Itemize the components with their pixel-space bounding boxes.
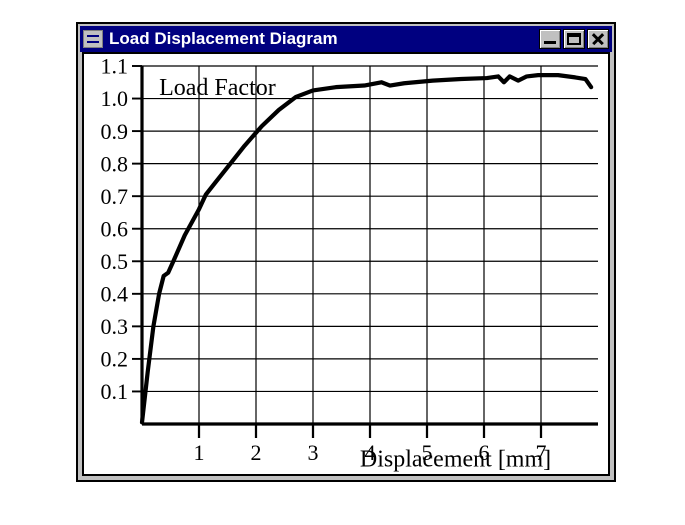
y-tick-label: 0.7	[101, 184, 129, 209]
y-tick-label: 0.6	[101, 216, 129, 241]
x-tick-label: 3	[308, 440, 319, 465]
y-tick-label: 1.0	[101, 86, 129, 111]
x-tick-label: 2	[251, 440, 262, 465]
y-tick-label: 0.4	[101, 282, 129, 307]
y-axis-title: Load Factor	[159, 75, 276, 101]
y-tick-label: 0.5	[101, 249, 129, 274]
x-axis-title: Displacement [mm]	[360, 446, 551, 472]
maximize-icon	[567, 33, 581, 45]
maximize-button[interactable]	[563, 29, 585, 49]
y-tick-label: 0.9	[101, 119, 129, 144]
y-tick-label: 0.1	[101, 379, 129, 404]
window-buttons	[539, 29, 609, 49]
y-tick-label: 0.2	[101, 347, 129, 372]
plot-area: 12345670.10.20.30.40.50.60.70.80.91.01.1…	[82, 52, 610, 476]
window-title: Load Displacement Diagram	[109, 29, 539, 49]
series-load-displacement	[142, 75, 591, 422]
app-icon	[83, 30, 103, 48]
y-tick-label: 1.1	[101, 54, 129, 79]
x-tick-label: 1	[194, 440, 205, 465]
chart-svg: 12345670.10.20.30.40.50.60.70.80.91.01.1…	[84, 54, 608, 474]
close-button[interactable]	[587, 29, 609, 49]
minimize-icon	[544, 41, 556, 44]
minimize-button[interactable]	[539, 29, 561, 49]
y-tick-label: 0.3	[101, 314, 129, 339]
titlebar[interactable]: Load Displacement Diagram	[80, 26, 612, 52]
y-tick-label: 0.8	[101, 151, 129, 176]
